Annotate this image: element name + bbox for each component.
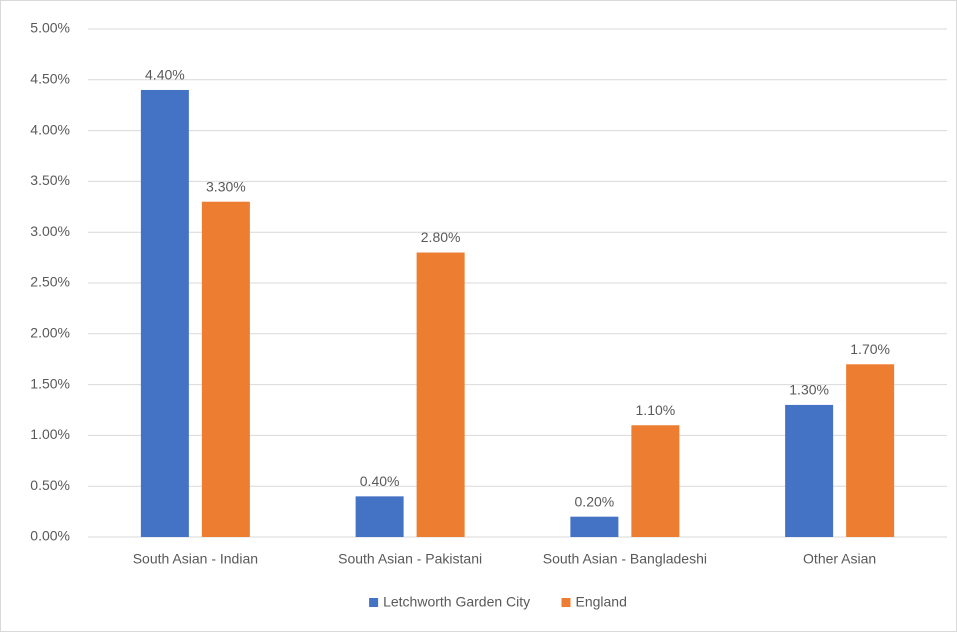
y-tick-label: 1.00%	[30, 426, 70, 442]
y-tick-label: 4.00%	[30, 121, 70, 137]
x-tick-label: Other Asian	[803, 551, 876, 567]
legend-swatch	[369, 598, 379, 607]
bar	[201, 201, 250, 537]
legend-label: Letchworth Garden City	[383, 594, 530, 610]
x-tick-label: South Asian - Bangladeshi	[543, 551, 707, 567]
y-tick-label: 2.50%	[30, 274, 70, 290]
y-tick-label: 0.00%	[30, 528, 70, 544]
data-label: 0.20%	[575, 493, 615, 509]
y-tick-label: 5.00%	[30, 20, 70, 36]
data-label: 0.40%	[360, 473, 400, 489]
data-label: 2.80%	[421, 229, 461, 245]
legend-swatch	[561, 598, 571, 607]
y-tick-label: 0.50%	[30, 477, 70, 493]
legend-label: England	[576, 594, 627, 610]
y-tick-label: 3.50%	[30, 172, 70, 188]
bar	[846, 364, 895, 537]
data-label: 4.40%	[145, 67, 185, 83]
data-label: 3.30%	[206, 178, 246, 194]
bar	[355, 496, 404, 537]
y-tick-label: 1.50%	[30, 375, 70, 391]
bar	[570, 516, 619, 537]
data-label: 1.70%	[850, 341, 890, 357]
data-label: 1.30%	[789, 382, 829, 398]
y-tick-label: 2.00%	[30, 325, 70, 341]
bar	[140, 89, 189, 538]
y-tick-label: 3.00%	[30, 223, 70, 239]
x-tick-label: South Asian - Indian	[133, 551, 258, 567]
bar	[416, 252, 465, 537]
x-tick-label: South Asian - Pakistani	[338, 551, 482, 567]
bar	[785, 404, 834, 537]
data-label: 1.10%	[636, 402, 676, 418]
y-tick-label: 4.50%	[30, 71, 70, 87]
bar	[631, 425, 680, 537]
